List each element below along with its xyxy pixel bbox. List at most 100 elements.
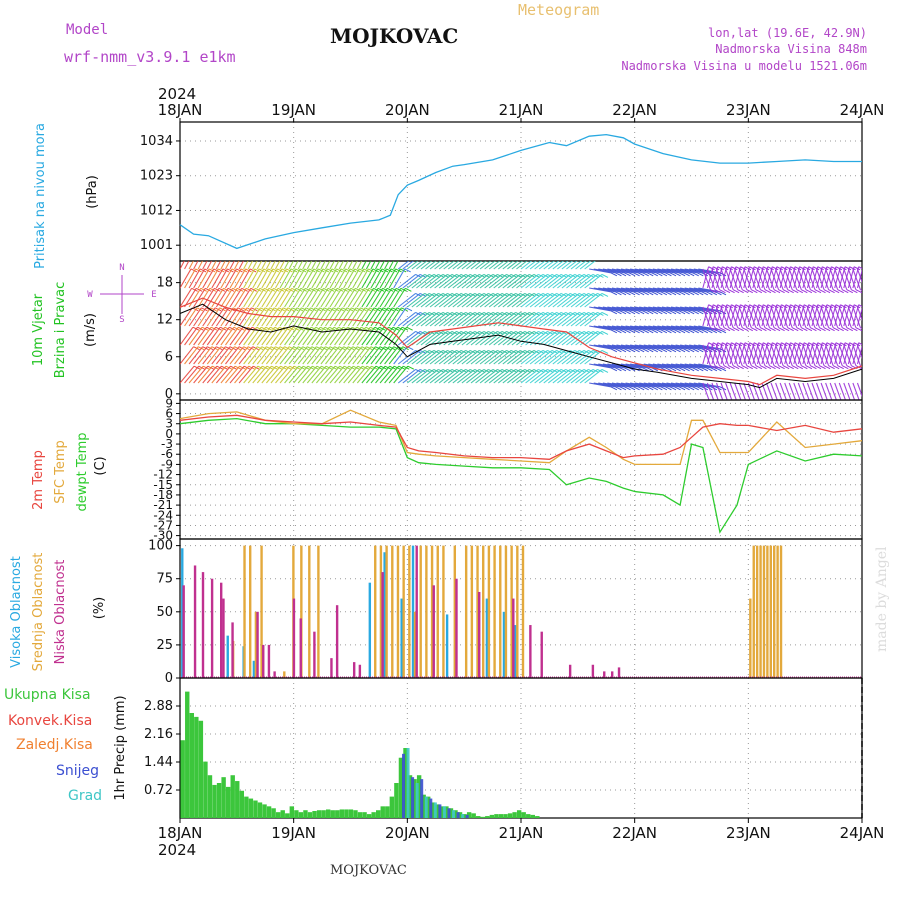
wind-barb-flag bbox=[832, 327, 840, 332]
wind-barb bbox=[279, 261, 285, 270]
wind-barb bbox=[675, 344, 698, 350]
wind-barb bbox=[238, 326, 253, 346]
wind-barb-flag bbox=[746, 327, 753, 332]
wind-barb bbox=[607, 344, 630, 350]
y-tick-label: -18 bbox=[153, 488, 173, 502]
wind-barb bbox=[502, 369, 521, 384]
wind-barb bbox=[829, 268, 839, 290]
wind-barb-flag bbox=[846, 289, 854, 294]
wind-barb bbox=[589, 268, 611, 274]
wind-barb bbox=[202, 365, 218, 384]
wind-barb bbox=[447, 261, 460, 270]
precip-total-bar bbox=[289, 806, 295, 818]
wind-barb bbox=[270, 288, 284, 308]
cloud-high-title: Visoka Oblacnost bbox=[9, 556, 24, 668]
wind-barb-flag bbox=[281, 268, 289, 273]
wind-barb bbox=[379, 307, 393, 327]
wind-barb-flag bbox=[647, 367, 654, 372]
wind-barb bbox=[570, 274, 589, 289]
compass-s: S bbox=[119, 315, 124, 325]
y-tick-label: -6 bbox=[161, 447, 173, 461]
wind-barb bbox=[302, 346, 317, 365]
wind-barb bbox=[547, 312, 566, 327]
precip-total-bar bbox=[203, 761, 208, 818]
wind-barb bbox=[784, 306, 793, 328]
wind-barb bbox=[334, 365, 350, 384]
precip-snow-bar bbox=[461, 814, 465, 818]
precip-snow-bar bbox=[406, 748, 410, 818]
precip-total-bar bbox=[430, 802, 435, 818]
wind-barb-flag bbox=[660, 386, 668, 391]
y-axis-titles: Pritisak na nivou mora (hPa)10m Vjetar Brz… bbox=[9, 123, 128, 801]
wind-barb-flag bbox=[719, 365, 726, 370]
wind-barb-flag bbox=[755, 327, 763, 332]
wind-barb bbox=[657, 268, 680, 274]
wind-barb bbox=[825, 382, 833, 400]
wind-barb-flag bbox=[749, 342, 756, 347]
wind-barb bbox=[279, 346, 295, 365]
y-tick-label: 0.72 bbox=[144, 783, 173, 798]
wind-barb bbox=[702, 382, 710, 400]
wind-barb bbox=[811, 268, 821, 290]
wind-barb bbox=[680, 306, 702, 312]
wind-barb-flag bbox=[767, 266, 774, 271]
cloud-bar bbox=[529, 625, 532, 678]
wind-barb bbox=[579, 369, 598, 384]
wind-barb-flag bbox=[231, 268, 239, 273]
wind-barb bbox=[434, 293, 453, 308]
wind-barb bbox=[429, 331, 448, 346]
wind-barb-flag bbox=[669, 272, 677, 277]
cloud-bar bbox=[381, 572, 384, 678]
wind-barb bbox=[293, 326, 308, 346]
wind-barb-flag bbox=[710, 404, 716, 407]
wind-barb-flag bbox=[236, 250, 242, 253]
year-top: 2024 bbox=[158, 85, 196, 103]
wind-barb bbox=[693, 382, 716, 388]
wind-barb bbox=[829, 344, 839, 366]
wind-barb bbox=[575, 261, 587, 270]
wind-barb bbox=[238, 346, 254, 365]
wind-barb-flag bbox=[313, 250, 319, 253]
wind-barb bbox=[680, 287, 702, 293]
wind-barb bbox=[630, 287, 652, 293]
wind-barb bbox=[675, 363, 698, 369]
wind-barb bbox=[375, 326, 389, 346]
y-tick-label: 1034 bbox=[140, 134, 173, 149]
wind-barb bbox=[270, 326, 285, 346]
wind-barb bbox=[243, 288, 256, 308]
wind-barb-flag bbox=[769, 289, 776, 294]
wind-barb bbox=[261, 346, 276, 365]
wind-barb-flag bbox=[678, 291, 686, 296]
wind-barb bbox=[297, 268, 310, 289]
cloud-bar bbox=[231, 622, 234, 678]
wind-barb bbox=[334, 288, 347, 308]
wind-barb bbox=[320, 261, 326, 270]
wind-barb-flag bbox=[660, 272, 668, 277]
wind-barb-flag bbox=[701, 367, 709, 372]
wind-barb-flag bbox=[665, 272, 672, 277]
cloud-bar bbox=[499, 545, 502, 678]
wind-barb-flag bbox=[744, 266, 752, 271]
wind-barb bbox=[579, 293, 598, 308]
wind-unit: (m/s) bbox=[83, 313, 98, 347]
wind-barb bbox=[211, 326, 226, 346]
wind-barb bbox=[820, 306, 830, 328]
wind-barb-flag bbox=[792, 404, 798, 407]
wind-barb bbox=[788, 268, 798, 290]
wind-barb bbox=[293, 261, 299, 270]
wind-barb-flag bbox=[349, 268, 357, 273]
wind-barb bbox=[611, 268, 634, 274]
wind-barb bbox=[634, 382, 657, 388]
wind-barb-flag bbox=[828, 289, 835, 294]
wind-barb-flag bbox=[683, 329, 690, 334]
wind-barb-flag bbox=[674, 329, 681, 334]
wind-barb bbox=[579, 312, 598, 327]
wind-barb bbox=[311, 268, 324, 289]
precip-total-bar bbox=[180, 740, 185, 818]
wind-barb-flag bbox=[801, 289, 808, 294]
wind-barb bbox=[306, 365, 322, 384]
wind-barb-flag bbox=[322, 268, 330, 273]
wind-barb bbox=[388, 307, 402, 327]
wind-barb bbox=[779, 382, 787, 400]
wind-barb-flag bbox=[849, 304, 856, 309]
